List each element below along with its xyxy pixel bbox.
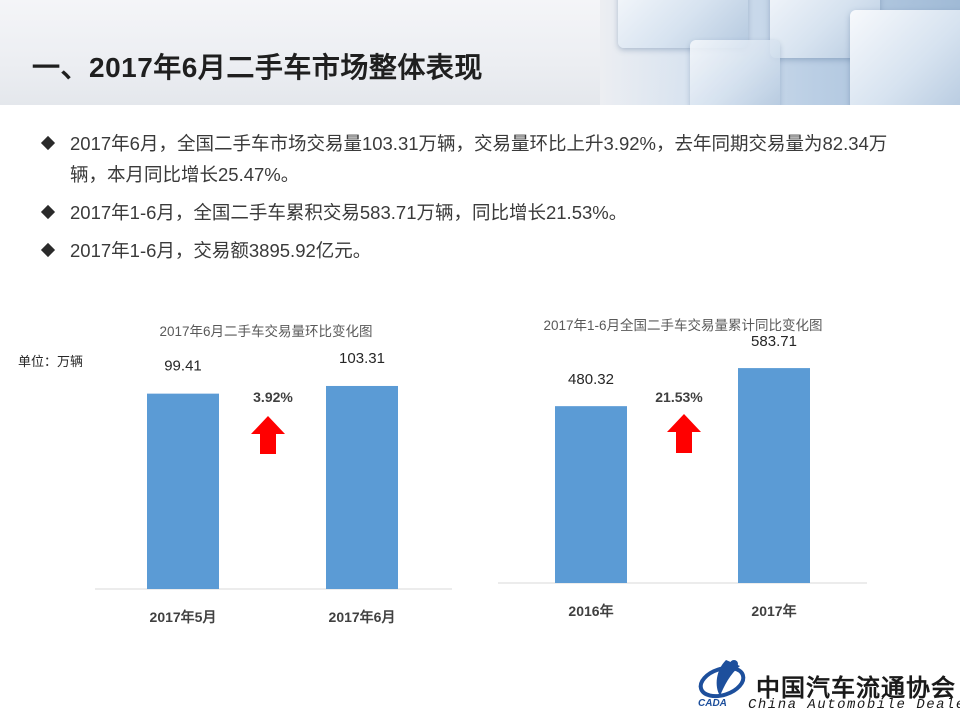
bar-2 bbox=[326, 385, 398, 589]
bullet-item: 2017年1-6月，全国二手车累积交易583.71万辆，同比增长21.53%。 bbox=[40, 197, 920, 228]
category-label: 2017年 bbox=[751, 603, 796, 619]
cada-logo-mark-icon bbox=[698, 660, 746, 699]
chart-monthly-volume: 2017年6月二手车交易量环比变化图 单位：万辆 99.41 2017年5月 103… bbox=[18, 323, 452, 625]
category-label: 2016年 bbox=[568, 603, 613, 619]
diamond-bullet-icon bbox=[40, 135, 56, 151]
bullet-text: 2017年6月，全国二手车市场交易量103.31万辆，交易量环比上升3.92%，… bbox=[70, 133, 888, 185]
diamond-bullet-icon bbox=[40, 204, 56, 220]
bar-group: 480.32 2016年 583.71 2017年 bbox=[555, 333, 810, 619]
bar-group: 99.41 2017年5月 103.31 2017年6月 bbox=[147, 350, 398, 625]
data-label: 480.32 bbox=[568, 371, 614, 388]
page-title: 一、2017年6月二手车市场整体表现 bbox=[32, 52, 483, 83]
change-label: 3.92% bbox=[253, 389, 293, 405]
bar-2 bbox=[738, 368, 810, 583]
category-label: 2017年5月 bbox=[150, 609, 217, 625]
up-arrow-icon bbox=[667, 414, 701, 453]
data-label: 99.41 bbox=[164, 358, 202, 375]
header-band: 一、2017年6月二手车市场整体表现 bbox=[0, 0, 960, 105]
change-indicator: 21.53% bbox=[655, 389, 703, 453]
bullet-list: 2017年6月，全国二手车市场交易量103.31万辆，交易量环比上升3.92%，… bbox=[40, 128, 920, 273]
chart-cumulative-volume: 2017年1-6月全国二手车交易量累计同比变化图 480.32 2016年 583.… bbox=[498, 317, 867, 619]
data-label: 103.31 bbox=[339, 350, 385, 367]
bullet-text: 2017年1-6月，全国二手车累积交易583.71万辆，同比增长21.53%。 bbox=[70, 202, 628, 223]
change-indicator: 3.92% bbox=[251, 389, 293, 454]
bar-1 bbox=[555, 406, 627, 583]
change-label: 21.53% bbox=[655, 389, 703, 405]
bullet-item: 2017年1-6月，交易额3895.92亿元。 bbox=[40, 235, 920, 266]
cada-logo: CADA 中国汽车流通协会 China Automobile Dealers bbox=[694, 656, 960, 720]
up-arrow-icon bbox=[251, 416, 285, 454]
category-label: 2017年6月 bbox=[329, 609, 396, 625]
data-label: 583.71 bbox=[751, 333, 797, 350]
logo-name-cn: 中国汽车流通协会 bbox=[756, 676, 956, 702]
unit-label: 单位：万辆 bbox=[18, 354, 83, 369]
chart-title: 2017年1-6月全国二手车交易量累计同比变化图 bbox=[543, 317, 822, 333]
logo-name-en: China Automobile Dealers bbox=[748, 697, 960, 713]
bullet-item: 2017年6月，全国二手车市场交易量103.31万辆，交易量环比上升3.92%，… bbox=[40, 128, 920, 190]
bullet-text: 2017年1-6月，交易额3895.92亿元。 bbox=[70, 240, 372, 261]
header-photo bbox=[600, 0, 960, 105]
chart-title: 2017年6月二手车交易量环比变化图 bbox=[159, 323, 372, 339]
bar-1 bbox=[147, 393, 219, 589]
diamond-bullet-icon bbox=[40, 242, 56, 258]
logo-mark-text: CADA bbox=[698, 698, 727, 709]
